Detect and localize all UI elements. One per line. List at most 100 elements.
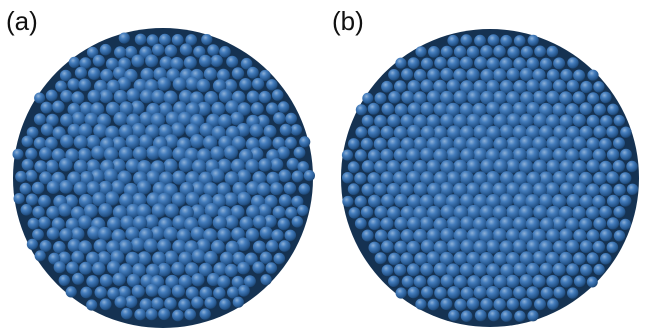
particle xyxy=(25,147,38,160)
particle xyxy=(593,103,606,116)
particle xyxy=(237,191,251,206)
particle xyxy=(586,229,600,243)
particle xyxy=(207,44,220,56)
particle xyxy=(185,34,197,46)
particle xyxy=(219,251,234,266)
particle xyxy=(171,170,187,185)
particle xyxy=(67,78,80,91)
particle xyxy=(67,238,82,253)
particle xyxy=(525,79,540,93)
particle xyxy=(87,225,102,240)
particle xyxy=(163,226,178,242)
particle xyxy=(360,137,374,151)
particle xyxy=(231,90,246,105)
particle xyxy=(125,134,140,149)
particle xyxy=(86,299,98,311)
particle xyxy=(53,241,66,254)
particle xyxy=(45,89,58,102)
particle xyxy=(512,216,528,231)
particle xyxy=(198,214,213,229)
particle xyxy=(513,57,527,71)
particle xyxy=(105,125,120,140)
particle xyxy=(132,263,146,277)
particle xyxy=(460,216,475,231)
particle xyxy=(124,295,138,309)
particle xyxy=(447,56,460,70)
particle xyxy=(433,240,448,255)
particle xyxy=(380,148,394,162)
particle xyxy=(415,46,427,58)
particle xyxy=(91,145,106,160)
particle xyxy=(291,195,304,208)
particle xyxy=(269,182,284,196)
particle xyxy=(586,183,600,197)
particle xyxy=(293,146,306,159)
particle xyxy=(139,111,154,126)
particle xyxy=(131,54,145,68)
particle xyxy=(466,251,481,266)
particle xyxy=(381,80,393,93)
particle xyxy=(572,113,586,128)
particle xyxy=(342,195,354,208)
particle xyxy=(401,90,415,104)
particle xyxy=(388,91,401,104)
particle xyxy=(413,114,428,129)
particle xyxy=(448,309,460,322)
particle xyxy=(38,194,51,208)
particle xyxy=(413,275,427,288)
particle xyxy=(559,91,573,105)
particle xyxy=(560,68,573,82)
particle xyxy=(171,192,186,207)
particle xyxy=(55,80,67,93)
particle xyxy=(427,275,441,289)
particle xyxy=(97,226,112,241)
particle xyxy=(190,226,205,241)
particle xyxy=(285,112,298,125)
particle xyxy=(420,102,434,116)
particle xyxy=(77,147,92,162)
particle xyxy=(580,263,593,277)
particle xyxy=(420,171,435,186)
particle xyxy=(158,146,173,161)
particle xyxy=(526,286,540,299)
particle xyxy=(459,170,474,185)
particle xyxy=(46,205,60,220)
particle xyxy=(400,160,414,174)
particle xyxy=(453,90,468,105)
particle xyxy=(111,229,126,244)
particle xyxy=(145,170,161,185)
particle xyxy=(98,203,113,218)
particle xyxy=(519,136,534,151)
particle xyxy=(387,206,401,220)
particle xyxy=(507,46,520,59)
particle xyxy=(204,296,217,309)
particle xyxy=(413,69,427,82)
particle xyxy=(79,57,92,69)
particle xyxy=(499,124,514,139)
particle xyxy=(230,205,245,219)
particle xyxy=(587,92,600,105)
panel-label-b: (b) xyxy=(332,6,364,36)
sphere-cluster-b xyxy=(341,29,639,327)
particle xyxy=(506,274,520,289)
particle xyxy=(59,180,73,194)
particle xyxy=(492,182,507,197)
particle xyxy=(263,124,277,138)
particle xyxy=(143,238,158,253)
particle xyxy=(453,45,467,58)
particle xyxy=(460,34,473,46)
particle xyxy=(179,43,193,56)
particle xyxy=(279,123,292,136)
particle xyxy=(92,192,107,207)
particle xyxy=(199,122,214,137)
particle xyxy=(297,204,309,217)
particle xyxy=(613,183,626,197)
particle xyxy=(298,183,311,195)
particle xyxy=(552,79,567,93)
particle xyxy=(499,216,514,231)
particle xyxy=(172,239,187,254)
particle xyxy=(198,171,213,186)
particle xyxy=(45,159,59,173)
particle xyxy=(59,228,73,242)
particle xyxy=(525,125,540,140)
